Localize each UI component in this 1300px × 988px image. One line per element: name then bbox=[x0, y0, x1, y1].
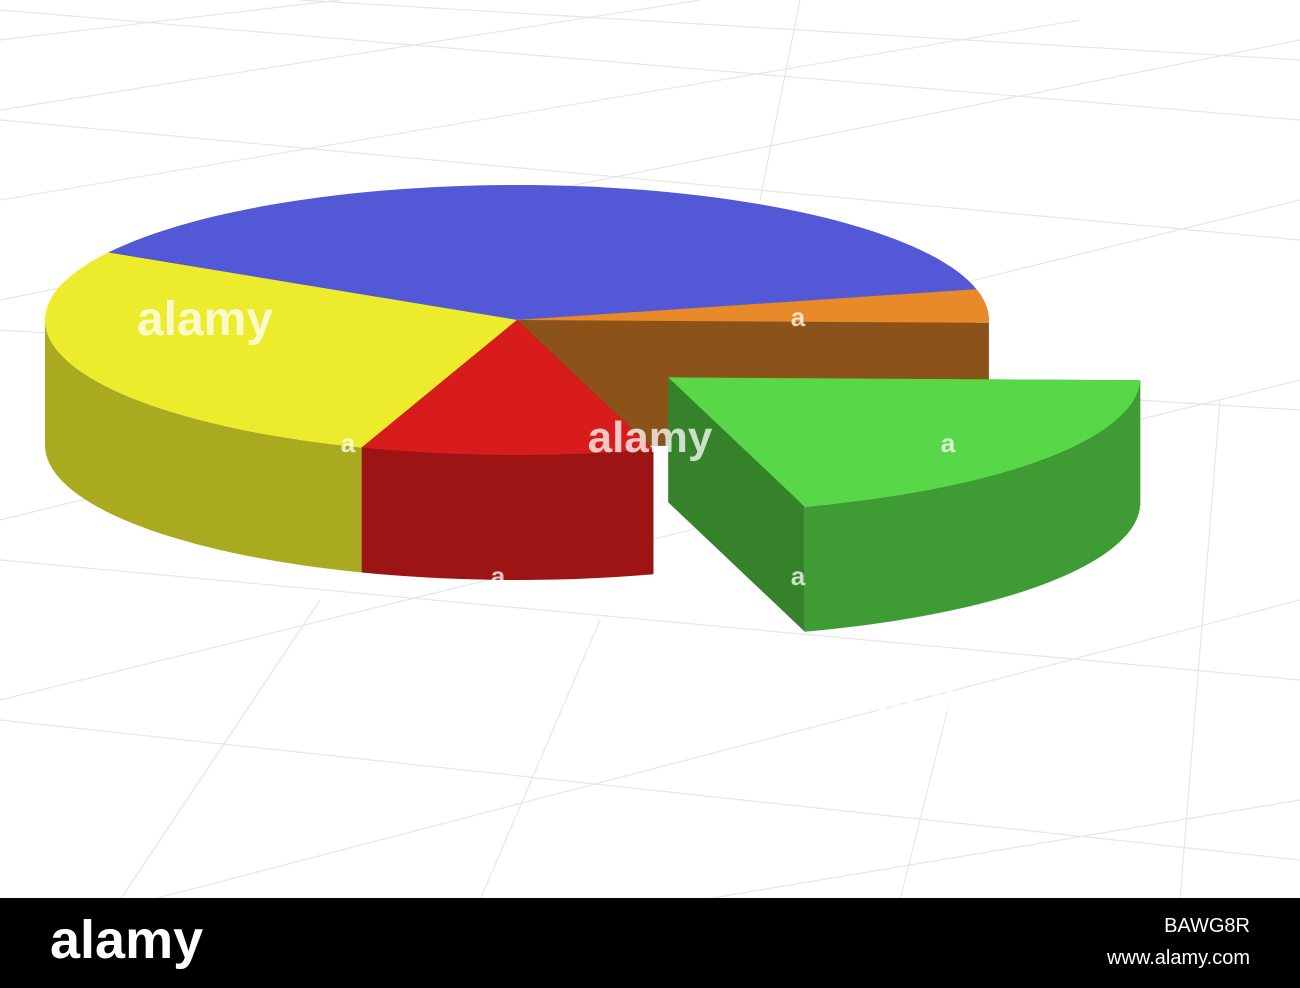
watermark-text: alamy bbox=[137, 293, 273, 346]
footer-bar bbox=[0, 898, 1300, 988]
slice-top bbox=[45, 252, 517, 448]
slice-side bbox=[45, 320, 362, 573]
pie-chart bbox=[45, 185, 1141, 632]
slice-side bbox=[804, 380, 1141, 632]
watermarks: alamy alamy alamy a a a a a a bbox=[137, 293, 1106, 726]
watermark-text: a bbox=[941, 428, 956, 458]
footer-id: BAWG8R bbox=[1164, 915, 1250, 937]
footer-url: www.alamy.com bbox=[1106, 947, 1250, 969]
slice-top bbox=[668, 377, 1141, 507]
footer-logo: alamy bbox=[50, 910, 203, 970]
pie-slice bbox=[668, 377, 1141, 632]
watermark-text: alamy bbox=[877, 673, 1013, 726]
slice-top bbox=[361, 320, 654, 455]
slice-top bbox=[108, 185, 977, 320]
watermark-text: a bbox=[491, 561, 506, 591]
slice-top bbox=[517, 289, 989, 323]
watermark-text: a bbox=[341, 428, 356, 458]
watermark-text: a bbox=[791, 561, 806, 591]
pie-slice bbox=[361, 320, 654, 580]
watermark-text: a bbox=[791, 302, 806, 332]
slice-side bbox=[361, 447, 654, 580]
watermark-text: alamy bbox=[588, 413, 713, 462]
slice-cut-face bbox=[668, 377, 805, 632]
watermark-text: a bbox=[1091, 561, 1106, 591]
